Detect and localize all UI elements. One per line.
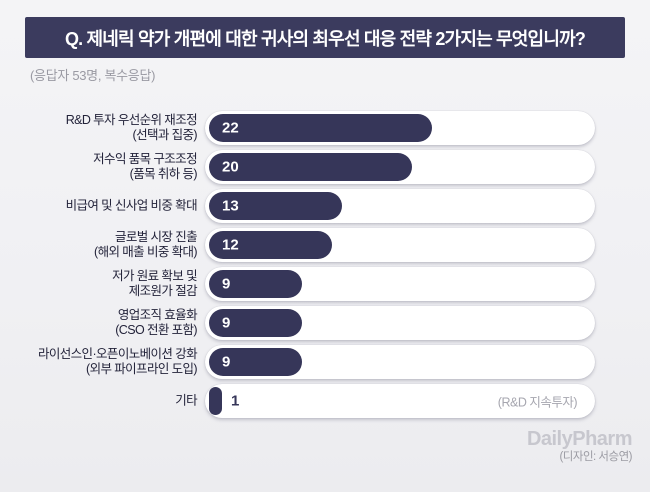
bar-track: 13 (205, 189, 595, 223)
chart-row: 영업조직 효율화 (CSO 전환 포함) 9 (0, 306, 650, 340)
bar (209, 192, 342, 220)
category-label: 저가 원료 확보 및 제조원가 절감 (112, 269, 198, 298)
category-label: 글로벌 시장 진출 (해외 매출 비중 확대) (94, 230, 198, 259)
bar-value: 12 (222, 236, 239, 254)
bar-track: 9 (205, 345, 595, 379)
bar (209, 270, 302, 298)
design-credit: (디자인: 서승연) (559, 451, 632, 463)
bar-value: 9 (222, 275, 231, 293)
bar-value: 9 (222, 314, 231, 332)
bar-track: 20 (205, 150, 595, 184)
category-label: 라이선스인·오픈이노베이션 강화 (외부 파이프라인 도입) (37, 347, 198, 376)
chart-row: R&D 투자 우선순위 재조정 (선택과 집중) 22 (0, 111, 650, 145)
bar-value: 1 (231, 392, 240, 410)
dailypharm-logo: DailyPharm (526, 428, 633, 450)
bar (209, 309, 302, 337)
chart-row: 저수익 품목 구조조정 (품목 취하 등) 20 (0, 150, 650, 184)
chart-row: 저가 원료 확보 및 제조원가 절감 9 (0, 267, 650, 301)
respondents-note: (응답자 53명, 복수응답) (30, 68, 156, 83)
category-label: R&D 투자 우선순위 재조정 (선택과 집중) (65, 113, 198, 142)
bar-track: 9 (205, 306, 595, 340)
category-label: 비급여 및 신사업 비중 확대 (65, 198, 198, 213)
chart-row: 라이선스인·오픈이노베이션 강화 (외부 파이프라인 도입) 9 (0, 345, 650, 379)
question-banner: Q. 제네릭 약가 개편에 대한 귀사의 최우선 대응 전략 2가지는 무엇입니… (25, 17, 625, 58)
footer: DailyPharm (디자인: 서승연) (526, 428, 633, 464)
bar-value: 22 (222, 119, 239, 137)
bar (209, 348, 302, 376)
chart-row: 글로벌 시장 진출 (해외 매출 비중 확대) 12 (0, 228, 650, 262)
bar (209, 114, 432, 142)
category-label: 저수익 품목 구조조정 (품목 취하 등) (93, 152, 197, 181)
question-text: Q. 제네릭 약가 개편에 대한 귀사의 최우선 대응 전략 2가지는 무엇입니… (64, 28, 586, 49)
bar-annotation: (R&D 지속투자) (497, 395, 578, 410)
chart-row: 기타 1 (R&D 지속투자) (0, 384, 650, 418)
category-label: 기타 (175, 393, 197, 408)
bar-value: 20 (222, 158, 239, 176)
bar (209, 387, 222, 415)
bar-value: 9 (222, 353, 231, 371)
bar-track: 9 (205, 267, 595, 301)
bar (209, 153, 412, 181)
bar-track: 22 (205, 111, 595, 145)
chart-row: 비급여 및 신사업 비중 확대 13 (0, 189, 650, 223)
bar-value: 13 (222, 197, 239, 215)
category-label: 영업조직 효율화 (CSO 전환 포함) (115, 308, 197, 337)
bar-track: 12 (205, 228, 595, 262)
bar-chart: R&D 투자 우선순위 재조정 (선택과 집중) 22 저수익 품목 구조조정 … (0, 111, 650, 418)
bar-track: 1 (R&D 지속투자) (205, 384, 595, 418)
bar (209, 231, 332, 259)
